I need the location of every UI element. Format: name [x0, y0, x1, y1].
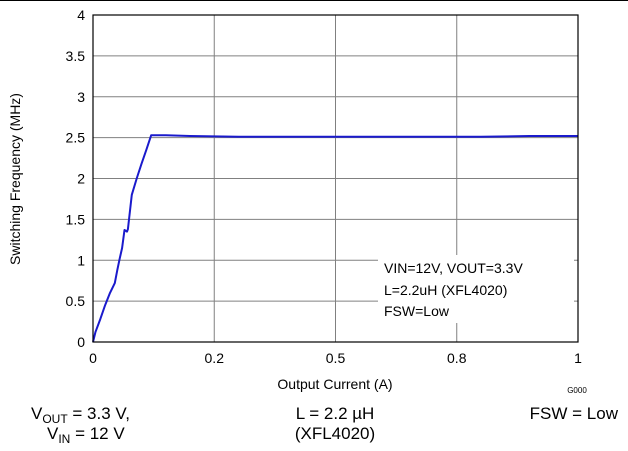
caption-inductor-value: L = 2.2 µH: [295, 404, 375, 423]
caption-inductor: L = 2.2 µH (XFL4020): [260, 404, 410, 444]
x-tick-labels: 0 0.2 0.5 0.8 1: [89, 350, 582, 366]
series-layer: [92, 134, 578, 343]
y-tick-label: 0: [77, 334, 85, 350]
y-tick-label: 0.5: [66, 293, 86, 309]
caption-fsw: FSW = Low: [529, 404, 618, 423]
x-axis-label: Output Current (A): [277, 376, 392, 392]
y-tick-label: 2: [77, 171, 85, 187]
caption-inductor-part: (XFL4020): [294, 424, 376, 443]
x-tick-label: 0.8: [447, 350, 467, 366]
caption-vin: VIN = 12 V: [47, 424, 125, 446]
y-tick-label: 3.5: [66, 48, 86, 64]
y-tick-label: 4: [77, 7, 85, 23]
caption-vout-vin: VOUT = 3.3 V, VIN = 12 V: [31, 404, 130, 446]
y-tick-labels: 0 0.5 1 1.5 2 2.5 3 3.5 4: [66, 7, 86, 350]
annotation-line-2: L=2.2uH (XFL4020): [384, 282, 507, 298]
y-tick-label: 3: [77, 89, 85, 105]
plot-frame: [92, 14, 579, 343]
y-axis-label: Switching Frequency (MHz): [7, 93, 23, 265]
figure-id: G000: [567, 386, 587, 395]
y-tick-label: 1.5: [66, 211, 86, 227]
x-tick-label: 0: [89, 350, 97, 366]
series-line: [92, 134, 578, 343]
y-tick-label: 1: [77, 252, 85, 268]
x-tick-label: 0.5: [326, 350, 346, 366]
y-tick-label: 2.5: [66, 130, 86, 146]
chart: 0 0.2 0.5 0.8 1 0 0.5 1 1.5 2 2.5 3 3.5 4 Output Cur…: [0, 0, 628, 395]
x-tick-label: 0.2: [205, 350, 225, 366]
annotation-line-3: FSW=Low: [384, 303, 450, 319]
annotation-box: VIN=12V, VOUT=3.3V L=2.2uH (XFL4020) FSW…: [378, 255, 574, 323]
x-tick-label: 1: [574, 350, 582, 366]
annotation-background: [378, 255, 574, 323]
caption-vout: VOUT = 3.3 V,: [31, 404, 130, 426]
annotation-line-1: VIN=12V, VOUT=3.3V: [384, 260, 523, 276]
